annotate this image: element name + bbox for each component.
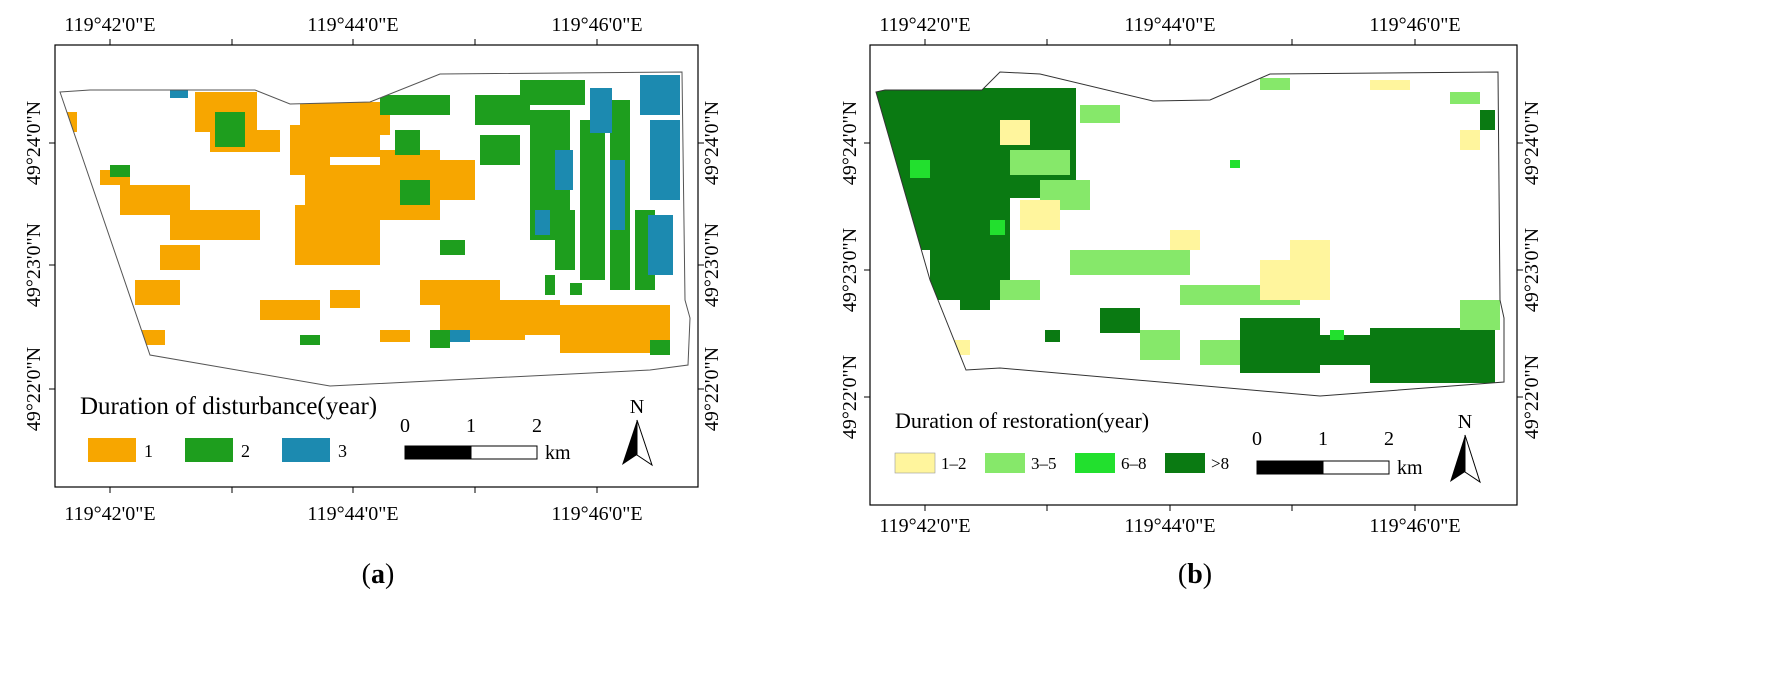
right-axis-label: 49°22'0"N [701,347,723,431]
top-axis-label: 119°46'0"E [1369,14,1460,36]
bottom-axis-b: 119°42'0"E 119°44'0"E 119°46'0"E [879,515,1460,537]
restoration-raster [876,72,1504,396]
legend-label-3: 3 [338,441,347,461]
legend-swatch-4 [1165,453,1205,473]
legend-title: Duration of disturbance(year) [80,393,377,420]
study-area-outline-b [875,71,1505,397]
scale-tick-0: 0 [400,415,410,437]
north-arrow-icon [1450,435,1465,482]
legend-label-1: 1–2 [941,454,967,473]
legend-b: 1–2 3–5 6–8 >8 [894,452,1229,474]
bottom-axis-label: 119°46'0"E [1369,515,1460,537]
north-arrow-a: N [622,396,653,467]
north-arrow-icon [622,420,637,465]
panel-a: 119°42'0"E 119°44'0"E 119°46'0"E 119°42'… [0,0,880,681]
right-axis-label: 49°22'0"N [1521,355,1543,439]
class-6-8-patches [910,160,1344,340]
legend-swatch-1 [88,438,136,462]
class-3-5-patches [1000,78,1500,365]
scale-unit: km [1397,457,1423,479]
legend-swatch-1 [894,452,936,474]
legend-swatch-2 [185,438,233,462]
scale-tick-1: 1 [1318,428,1328,450]
legend-label-2: 2 [241,441,250,461]
bottom-axis-label: 119°44'0"E [1124,515,1215,537]
legend-label-3: 6–8 [1121,454,1147,473]
legend-title: Duration of restoration(year) [895,408,1149,433]
left-axis-label: 49°23'0"N [840,228,861,312]
panel-label-a: (a) [362,559,395,590]
right-axis-label: 49°23'0"N [701,223,723,307]
panel-label-b: (b) [1178,559,1212,590]
scale-tick-0: 0 [1252,428,1262,450]
left-axis-a: 49°24'0"N 49°23'0"N 49°22'0"N [23,101,45,431]
frame-ticks-a [49,39,704,493]
left-axis-label: 49°22'0"N [840,355,861,439]
north-label: N [630,396,644,418]
class-1-2-patches [940,80,1480,355]
panel-letter: a [371,559,385,590]
class-3-patches [170,75,680,342]
top-axis-label: 119°44'0"E [307,14,398,36]
legend-swatch-3 [282,438,330,462]
left-axis-b: 49°24'0"N 49°23'0"N 49°22'0"N [839,101,861,439]
north-label: N [1458,411,1472,433]
scale-segment-black [1256,460,1324,475]
right-axis-label: 49°24'0"N [1521,101,1543,185]
bottom-axis-label: 119°46'0"E [551,503,642,525]
north-arrow-b: N [1450,411,1481,484]
legend-label-1: 1 [144,441,153,461]
bottom-axis-label: 119°44'0"E [307,503,398,525]
top-axis-b: 119°42'0"E 119°44'0"E 119°46'0"E [879,14,1460,36]
top-axis-label: 119°44'0"E [1124,14,1215,36]
left-axis-label: 49°24'0"N [840,101,861,185]
frame-ticks-b [864,39,1523,511]
scale-segment-white [1322,460,1390,475]
scale-unit: km [545,442,571,464]
scale-segment-white [470,445,538,460]
disturbance-raster [60,72,690,386]
legend-a: 1 2 3 [88,438,347,462]
panel-letter: b [1187,559,1203,590]
map-b-drawing: 119°42'0"E 119°44'0"E 119°46'0"E 119°42'… [839,14,1543,590]
north-arrow-half-icon [636,419,653,467]
scale-bar-a: 0 1 2 km [400,415,571,464]
left-axis-label: 49°24'0"N [23,101,45,185]
legend-swatch-2 [985,453,1025,473]
top-axis-a: 119°42'0"E 119°44'0"E 119°46'0"E [64,14,642,36]
scale-tick-2: 2 [1384,428,1394,450]
right-axis-label: 49°24'0"N [701,101,723,185]
right-axis-a: 49°24'0"N 49°23'0"N 49°22'0"N [701,101,723,431]
top-axis-label: 119°42'0"E [879,14,970,36]
map-a-svg: 119°42'0"E 119°44'0"E 119°46'0"E 119°42'… [23,14,723,590]
scale-bar-b: 0 1 2 km [1252,428,1423,479]
left-axis-label: 49°23'0"N [23,223,45,307]
scale-tick-1: 1 [466,415,476,437]
north-arrow-half-icon [1464,434,1481,484]
bottom-axis-label: 119°42'0"E [879,515,970,537]
top-axis-label: 119°42'0"E [64,14,155,36]
scale-tick-2: 2 [532,415,542,437]
study-area-outline-a [59,71,691,387]
bottom-axis-a: 119°42'0"E 119°44'0"E 119°46'0"E [64,503,642,525]
legend-label-4: >8 [1211,454,1229,473]
legend-swatch-3 [1075,453,1115,473]
panel-b-canvas: 119°42'0"E 119°44'0"E 119°46'0"E 119°42'… [839,0,1784,681]
bottom-axis-label: 119°42'0"E [64,503,155,525]
left-axis-label: 49°22'0"N [23,347,45,431]
right-axis-label: 49°23'0"N [1521,228,1543,312]
top-axis-label: 119°46'0"E [551,14,642,36]
legend-label-2: 3–5 [1031,454,1057,473]
scale-segment-black [404,445,472,460]
right-axis-b: 49°24'0"N 49°23'0"N 49°22'0"N [1521,101,1543,439]
